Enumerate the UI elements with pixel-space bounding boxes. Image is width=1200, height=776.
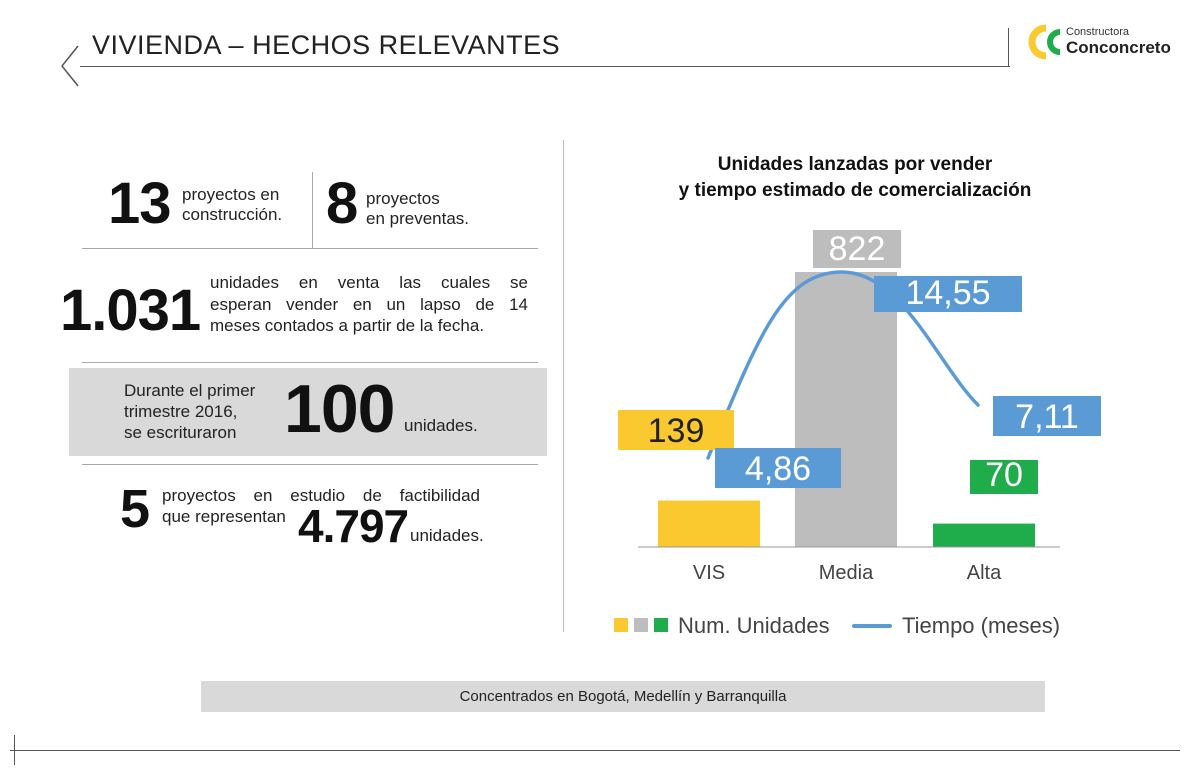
stat-deeded-units-text: Durante el primer trimestre 2016, se esc…	[124, 380, 294, 443]
x-tick-label: VIS	[693, 562, 725, 584]
logo-mark-icon	[1028, 24, 1061, 60]
stat-feasibility-projects-text: proyectos en estudio de factibilidad	[162, 486, 480, 505]
stat-divider	[82, 248, 538, 249]
chart-title: Unidades lanzadas por vender y tiempo es…	[620, 152, 1090, 204]
highlight-box	[69, 368, 547, 456]
x-tick-label: Media	[819, 562, 874, 584]
stat-text-line: Durante el primer	[124, 381, 256, 400]
stat-text-line: unidades en venta las cuales se	[210, 273, 528, 292]
stat-divider	[82, 362, 538, 363]
stat-divider	[82, 464, 538, 465]
stat-projects-presale-text: proyectos en preventas.	[366, 189, 506, 229]
stat-deeded-units-unit: unidades.	[404, 416, 478, 435]
stat-units-for-sale-number: 1.031	[60, 278, 201, 343]
bar-label-box	[970, 460, 1038, 494]
stat-units-for-sale-text: unidades en venta las cuales se esperan …	[210, 272, 528, 337]
series-line-tiempo	[706, 270, 980, 460]
bar-label-box	[618, 410, 734, 450]
stat-feasibility-units-unit: unidades.	[410, 526, 484, 545]
stat-projects-construction-number: 13	[108, 171, 172, 236]
stat-projects-construction-text: proyectos en construcción.	[182, 185, 312, 225]
chart-title-line: y tiempo estimado de comercialización	[678, 180, 1032, 201]
footer-tick	[14, 735, 15, 765]
legend-swatch-vis	[614, 618, 628, 632]
line-label-box	[874, 276, 1022, 312]
stat-text-line: meses contados a partir de la fecha.	[210, 316, 485, 335]
panel-divider	[563, 140, 564, 632]
stat-text-line: trimestre 2016,	[124, 402, 238, 421]
logo-subtitle: Constructora	[1066, 26, 1129, 38]
back-arrow-icon[interactable]	[58, 42, 88, 88]
footer-note: Concentrados en Bogotá, Medellín y Barra…	[201, 681, 1045, 712]
stat-deeded-units-number: 100	[284, 371, 395, 447]
page-title: VIVIENDA – HECHOS RELEVANTES	[92, 30, 561, 60]
legend-swatch-alta	[654, 618, 668, 632]
line-data-label: 7,11	[1015, 398, 1079, 436]
header-divider	[80, 66, 1010, 67]
bar-data-label: 822	[829, 230, 886, 268]
stat-projects-presale-number: 8	[326, 171, 358, 236]
stat-feasibility-units-number: 4.797	[298, 500, 409, 552]
line-label-box	[993, 396, 1101, 436]
bar-vis	[658, 500, 760, 547]
footer-divider	[10, 750, 1180, 751]
bar-data-label: 70	[985, 456, 1023, 494]
stat-feasibility-projects-number: 5	[120, 479, 150, 539]
line-data-label: 14,55	[905, 274, 990, 312]
stat-feasibility-projects-text-2: que representan	[162, 507, 286, 526]
bar-data-label: 139	[648, 412, 705, 450]
stat-text-line: esperan vender en un lapso de 14	[210, 294, 528, 314]
stat-text-line: proyectos en	[182, 185, 280, 204]
legend-label-time: Tiempo (meses)	[902, 613, 1060, 638]
stat-vertical-divider	[312, 172, 313, 248]
header-vertical-divider	[1008, 28, 1009, 66]
logo-name: Conconcreto	[1066, 38, 1171, 57]
line-data-label: 4,86	[745, 450, 811, 488]
stat-text-line: construcción.	[182, 205, 283, 224]
bar-label-box	[813, 230, 901, 268]
bar-alta	[933, 523, 1035, 547]
chart: VIS Media Alta 139 822 70 4,86 14,55 7,11 Num. Un…	[614, 230, 1101, 638]
stat-text-line: se escrituraron	[124, 423, 237, 442]
stat-text-line: proyectos	[366, 189, 440, 208]
stat-text-line: en preventas.	[366, 209, 470, 228]
legend-swatch-media	[634, 618, 648, 632]
line-label-box	[715, 448, 841, 488]
x-tick-label: Alta	[967, 562, 1002, 584]
bar-media	[795, 272, 897, 547]
company-logo	[1028, 24, 1188, 66]
legend-label-units: Num. Unidades	[678, 613, 830, 638]
chart-title-line: Unidades lanzadas por vender	[717, 154, 993, 175]
